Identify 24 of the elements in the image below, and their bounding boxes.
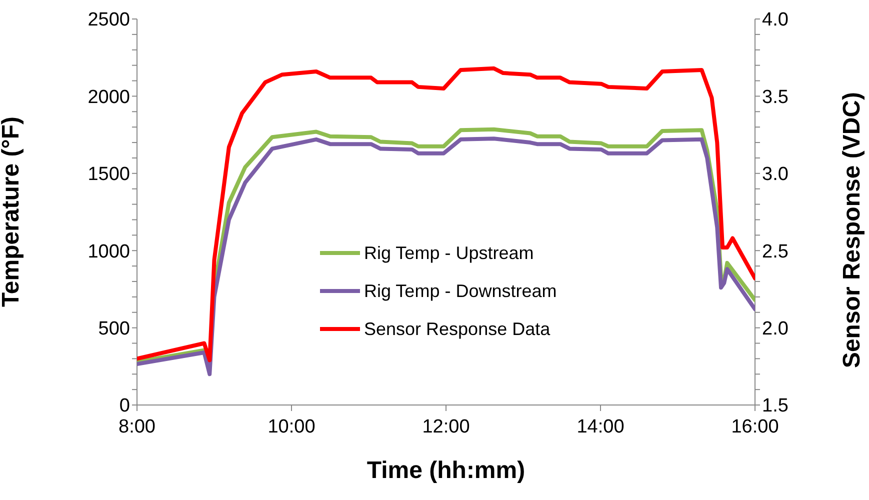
y2-tick-label: 1.5 <box>762 396 788 417</box>
x-tick-label: 8:00 <box>118 416 156 438</box>
y-axis-title: Temperature (°F) <box>0 116 25 307</box>
y-tick-label: 1000 <box>88 241 130 262</box>
x-tick-label: 14:00 <box>576 416 624 438</box>
y-tick-label: 2000 <box>88 86 130 108</box>
y-tick-label: 2500 <box>88 10 130 31</box>
legend-label: Rig Temp - Downstream <box>364 280 557 303</box>
y2-axis-title: Sensor Response (VDC) <box>838 92 866 368</box>
x-axis-title: Time (hh:mm) <box>366 457 526 484</box>
legend-label: Sensor Response Data <box>364 318 550 341</box>
y2-tick-label: 3.5 <box>762 86 788 108</box>
legend-label: Rig Temp - Upstream <box>364 242 534 265</box>
x-tick-label: 10:00 <box>268 416 316 438</box>
y-tick-label: 0 <box>119 396 130 417</box>
y2-tick-label: 2.5 <box>762 241 788 262</box>
y2-tick-label: 2.0 <box>762 318 788 340</box>
y2-tick-label: 4.0 <box>762 10 788 31</box>
y-tick-label: 1500 <box>88 164 130 186</box>
x-tick-label: 16:00 <box>731 416 779 438</box>
line-series <box>137 66 755 362</box>
x-tick-label: 12:00 <box>422 416 470 438</box>
y-tick-label: 500 <box>98 318 130 340</box>
y2-tick-label: 3.0 <box>762 164 788 186</box>
